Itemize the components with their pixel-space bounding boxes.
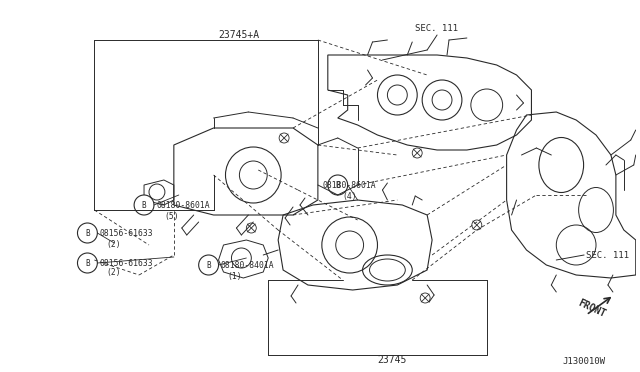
Text: 08180-8401A: 08180-8401A [221,260,274,269]
Text: 23745: 23745 [378,355,407,365]
Circle shape [198,255,218,275]
Text: SEC. 111: SEC. 111 [586,250,629,260]
Text: B: B [85,259,90,267]
Text: FRONT: FRONT [576,297,607,319]
Text: 08156-61633: 08156-61633 [99,228,153,237]
Text: 08180-8601A: 08180-8601A [323,180,376,189]
Text: (4): (4) [342,192,357,201]
Text: J130010W: J130010W [563,357,606,366]
Circle shape [328,175,348,195]
Text: B: B [85,228,90,237]
Circle shape [77,223,97,243]
Text: (2): (2) [106,267,121,276]
Text: (5): (5) [164,212,179,221]
Text: SEC. 111: SEC. 111 [415,23,458,32]
Text: (1): (1) [227,272,242,280]
Text: B: B [335,180,340,189]
Circle shape [134,195,154,215]
Text: B: B [141,201,147,209]
Text: 08180-8601A: 08180-8601A [157,201,211,209]
Text: 23745+A: 23745+A [218,30,259,40]
Text: B: B [206,260,211,269]
Circle shape [77,253,97,273]
Text: 08156-61633: 08156-61633 [99,259,153,267]
Text: (2): (2) [106,240,121,248]
